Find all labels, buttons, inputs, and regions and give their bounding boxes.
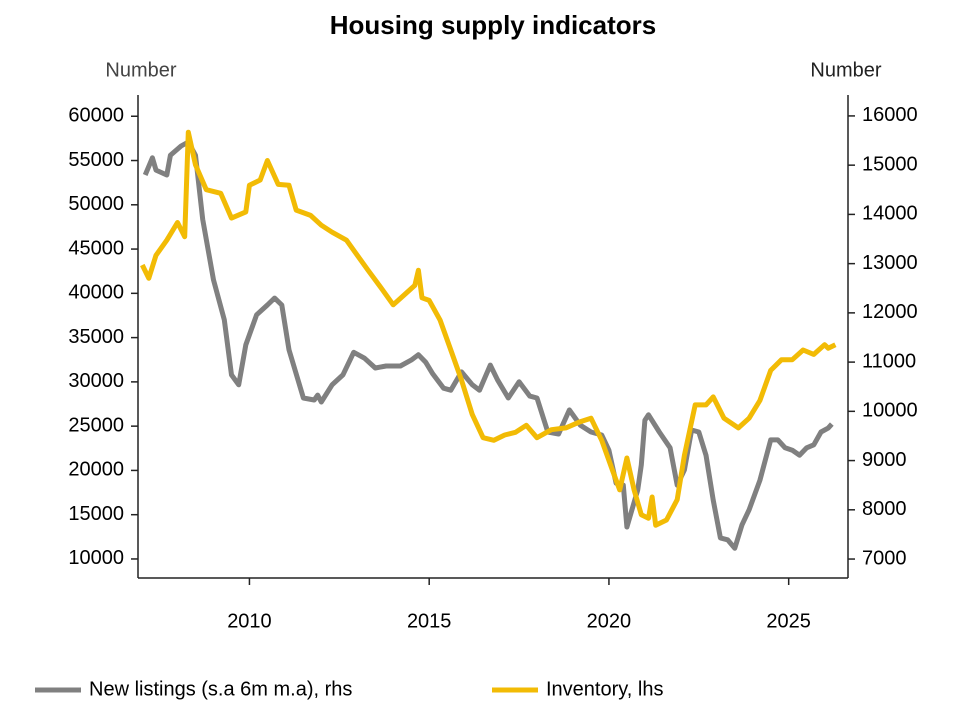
y-tick-label: 55000	[68, 149, 124, 171]
y-tick-label: 60000	[68, 105, 124, 127]
y-tick-label: 35000	[68, 326, 124, 348]
y2-tick-label: 12000	[862, 301, 918, 323]
x-tick-label: 2025	[766, 610, 811, 632]
y2-tick-label: 10000	[862, 400, 918, 422]
legend-label: Inventory, lhs	[546, 678, 663, 700]
y-tick-label: 10000	[68, 547, 124, 569]
y-axis-label: Number	[105, 59, 176, 81]
y2-tick-label: 7000	[862, 547, 907, 569]
y-tick-label: 45000	[68, 237, 124, 259]
y2-tick-label: 13000	[862, 252, 918, 274]
y2-tick-label: 9000	[862, 449, 907, 471]
x-tick-label: 2020	[587, 610, 632, 632]
x-tick-label: 2015	[407, 610, 452, 632]
chart-title: Housing supply indicators	[330, 10, 656, 40]
series-line	[140, 129, 837, 528]
y2-tick-label: 11000	[862, 350, 916, 372]
y2-tick-label: 8000	[862, 498, 907, 520]
y-tick-label: 25000	[68, 414, 124, 436]
y2-tick-label: 16000	[862, 104, 918, 126]
y-tick-label: 15000	[68, 503, 124, 525]
y2-tick-label: 14000	[862, 203, 918, 225]
y2-tick-label: 15000	[862, 153, 918, 175]
legend-label: New listings (s.a 6m m.a), rhs	[89, 678, 352, 700]
y2-axis-label: Number	[810, 59, 881, 81]
y-tick-label: 30000	[68, 370, 124, 392]
y-tick-label: 50000	[68, 193, 124, 215]
x-tick-label: 2010	[227, 610, 272, 632]
y-tick-label: 40000	[68, 282, 124, 304]
series-line	[142, 139, 834, 551]
y-tick-label: 20000	[68, 459, 124, 481]
